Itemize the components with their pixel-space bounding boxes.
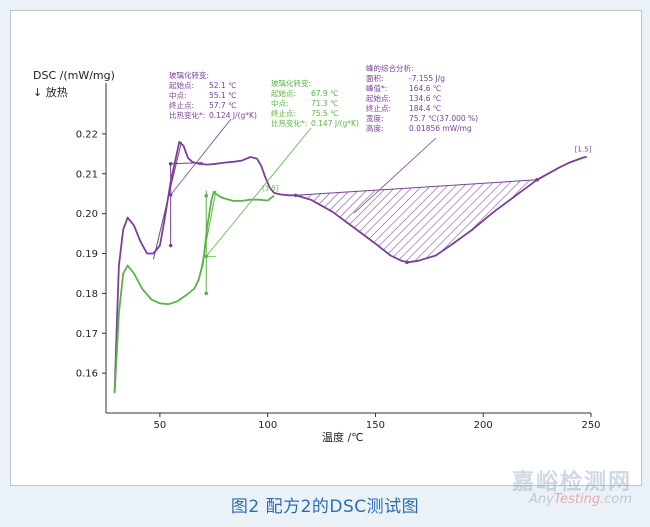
peak-annotation: 峰的综合分析:面积: -7.155 J/g 峰值*: 164.6 ℃ 起始点: 134.6… xyxy=(366,63,478,133)
green-marker xyxy=(204,193,209,198)
purple-glass-annotation-row-value: 52.1 ℃ xyxy=(209,81,237,90)
watermark: 嘉峪检测网 AnyTesting.com xyxy=(470,462,640,518)
y-axis-label: DSC /(mW/mg) xyxy=(33,69,115,82)
watermark-en-suffix: .com xyxy=(600,492,632,507)
peak-annotation-row-label: 宽度: xyxy=(366,113,384,123)
green-glass-annotation-row-value: 75.5 ℃ xyxy=(311,109,339,118)
x-axis-label: 温度 /℃ xyxy=(322,430,364,444)
peak-annotation-row-label: 终止点: xyxy=(366,103,391,113)
peak-annotation-row-label: 峰值*: xyxy=(366,83,387,93)
peak-annotation-row-value: 184.4 ℃ xyxy=(409,104,441,113)
green-leader-line xyxy=(205,127,312,257)
series-end-label-green: [1.5] xyxy=(262,185,279,193)
watermark-en: AnyTesting.com xyxy=(529,492,632,507)
peak-annotation-row-value: 0.01856 mW/mg xyxy=(409,124,472,133)
x-tick-label: 200 xyxy=(474,420,493,431)
purple-glass-annotation-row-value: 55.1 ℃ xyxy=(209,91,237,100)
y-tick-label: 0.19 xyxy=(76,249,98,260)
series-line-green xyxy=(113,190,275,394)
peak-annotation-row-value: 134.6 ℃ xyxy=(409,94,441,103)
chart-frame: 50 100 150 200 250 0.16 0.17 0.18 0.19 0.20 0.21 0.… xyxy=(10,10,642,486)
green-glass-annotation-row-label: 起始点: xyxy=(271,88,296,98)
peak-annotation-row-value: 75.7 ℃(37.000 %) xyxy=(409,114,478,123)
purple-glass-annotation-title: 玻璃化转变: xyxy=(169,70,209,80)
peak-leader-line xyxy=(353,137,437,214)
green-glass-annotation-row-value: 0.147 J/(g*K) xyxy=(311,119,359,128)
y-tick-label: 0.18 xyxy=(76,289,98,300)
purple-glass-annotation-row-label: 终止点: xyxy=(169,100,194,110)
peak-annotation-row-label: 面积: xyxy=(366,73,384,83)
axes: 50 100 150 200 250 0.16 0.17 0.18 0.19 0.20 0.21 0.… xyxy=(76,83,601,431)
peak-marker xyxy=(293,193,298,198)
purple-marker xyxy=(168,243,173,248)
purple-glass-annotation: 玻璃化转变:起始点: 52.1 ℃ 中点: 55.1 ℃ 终止点: 57.7 ℃ 比热变化*… xyxy=(169,70,257,120)
green-glass-annotation-row-label: 终止点: xyxy=(271,108,296,118)
green-glass-annotation-row-value: 71.3 ℃ xyxy=(311,99,339,108)
peak-annotation-title: 峰的综合分析: xyxy=(366,63,414,73)
peak-annotation-row-label: 起始点: xyxy=(366,93,391,103)
watermark-en-prefix: Any xyxy=(528,492,554,507)
y-tick-label: 0.16 xyxy=(76,369,98,380)
x-tick-label: 150 xyxy=(366,420,385,431)
x-tick-label: 250 xyxy=(581,420,600,431)
peak-annotation-row-label: 高度: xyxy=(366,123,384,133)
green-glass-annotation: 玻璃化转变:起始点: 67.9 ℃ 中点: 71.3 ℃ 终止点: 75.5 ℃ 比热变化*… xyxy=(271,78,359,128)
y-tick-label: 0.20 xyxy=(76,209,98,220)
x-tick-label: 100 xyxy=(258,420,277,431)
peak-marker xyxy=(405,260,409,265)
watermark-en-mid: Testing xyxy=(553,492,601,507)
purple-glass-annotation-row-label: 起始点: xyxy=(169,80,194,90)
purple-upper-baseline xyxy=(170,162,204,165)
series-line-purple xyxy=(113,140,587,394)
green-tangent xyxy=(198,190,217,282)
y-tick-label: 0.17 xyxy=(76,329,98,340)
purple-leader-line xyxy=(170,118,232,196)
y-tick-label: 0.21 xyxy=(76,169,98,180)
purple-glass-annotation-row-value: 0.124 J/(g*K) xyxy=(209,111,257,120)
green-glass-annotation-row-label: 中点: xyxy=(271,98,289,108)
peak-annotation-row-value: -7.155 J/g xyxy=(409,74,445,83)
peak-area xyxy=(295,179,538,263)
exo-direction-label: ↓ 放热 xyxy=(33,85,68,99)
dsc-chart: 50 100 150 200 250 0.16 0.17 0.18 0.19 0.20 0.21 0.… xyxy=(33,63,601,444)
green-glass-annotation-row-label: 比热变化*: xyxy=(271,118,307,128)
purple-marker xyxy=(168,162,173,166)
series-end-label-purple: [1.5] xyxy=(575,146,592,154)
peak-baseline xyxy=(295,179,538,196)
purple-tangent xyxy=(152,141,182,260)
green-glass-annotation-title: 玻璃化转变: xyxy=(271,78,311,88)
green-glass-annotation-row-value: 67.9 ℃ xyxy=(311,89,339,98)
purple-glass-annotation-row-label: 中点: xyxy=(169,90,187,100)
purple-glass-annotation-row-value: 57.7 ℃ xyxy=(209,101,237,110)
peak-area-hatch xyxy=(295,179,538,263)
watermark-cn: 嘉峪检测网 xyxy=(511,470,632,495)
peak-annotation-row-value: 164.6 ℃ xyxy=(409,84,441,93)
figure-caption: 图2 配方2的DSC测试图 xyxy=(230,497,420,517)
y-tick-label: 0.22 xyxy=(76,129,98,140)
x-tick-label: 50 xyxy=(154,420,167,431)
green-marker xyxy=(204,291,209,296)
peak-marker xyxy=(535,177,539,182)
purple-glass-annotation-row-label: 比热变化*: xyxy=(169,110,205,120)
series-group: [1.5] [1.5] xyxy=(113,140,592,394)
